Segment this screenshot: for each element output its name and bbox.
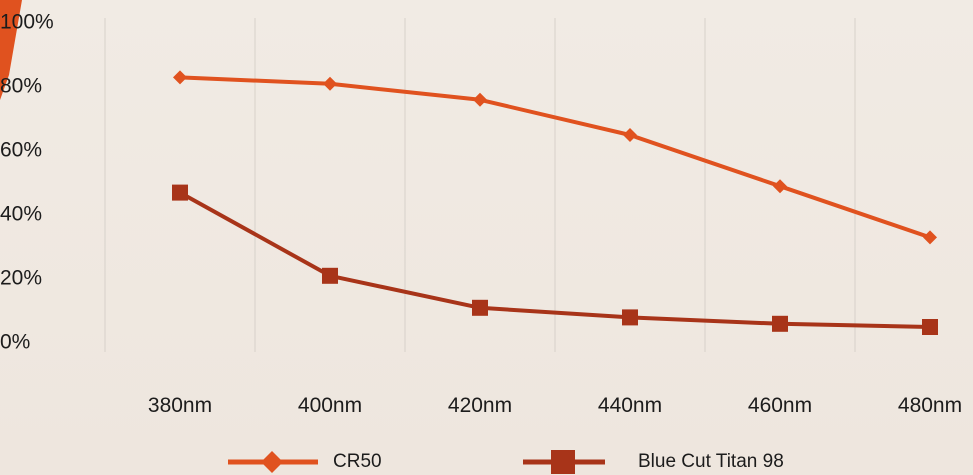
x-tick-label: 400nm [298,394,362,417]
legend-square-marker [551,450,575,474]
legend-entry: Blue Cut Titan 98 [523,450,784,474]
square-marker [322,267,338,284]
diamond-marker [173,70,187,85]
legend-entry: CR50 [228,451,382,473]
series-group [173,70,937,245]
diamond-marker [623,128,637,142]
accent-stripe [0,0,22,100]
x-tick-label: 480nm [898,394,962,417]
y-tick-label: 80% [0,75,42,98]
x-tick-label: 460nm [748,394,812,417]
square-marker [922,319,938,335]
x-tick-label: 440nm [598,394,662,417]
square-marker [172,184,188,201]
x-axis-ticks: 380nm 400nm 420nm 440nm 460nm 480nm [148,394,962,417]
diamond-marker [773,179,787,194]
y-tick-label: 60% [0,139,42,162]
y-tick-label: 40% [0,203,42,226]
series-line [179,75,931,240]
y-tick-label: 20% [0,267,42,290]
series-line [179,190,931,329]
x-tick-label: 420nm [448,394,512,417]
series-group [172,184,938,335]
legend-diamond-marker [261,451,283,473]
diamond-marker [923,230,937,245]
diamond-marker [473,92,487,107]
square-marker [472,299,488,316]
legend: CR50 Blue Cut Titan 98 [228,450,784,474]
legend-label: Blue Cut Titan 98 [638,451,784,472]
square-marker [622,309,638,326]
x-tick-label: 380nm [148,394,212,417]
y-tick-label: 0% [0,331,30,354]
y-axis-ticks: 0% 20% 40% 60% 80% 100% [0,11,54,354]
series [172,70,938,335]
diamond-marker [323,76,337,91]
gridlines [104,18,856,352]
square-marker [772,315,788,332]
legend-label: CR50 [333,451,382,472]
y-tick-label: 100% [0,11,54,34]
